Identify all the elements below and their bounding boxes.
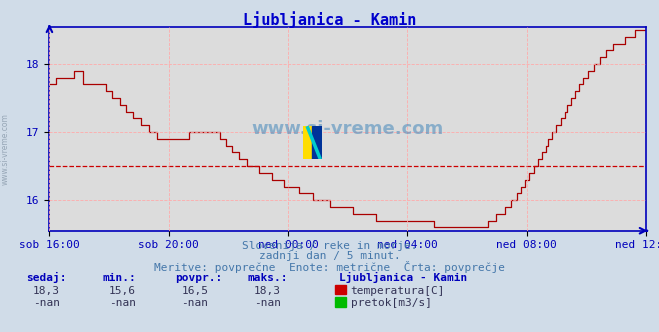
Text: temperatura[C]: temperatura[C] (351, 286, 445, 296)
Text: 18,3: 18,3 (254, 286, 281, 296)
Text: maks.:: maks.: (247, 273, 287, 283)
Text: Meritve: povprečne  Enote: metrične  Črta: povprečje: Meritve: povprečne Enote: metrične Črta:… (154, 261, 505, 273)
Text: www.si-vreme.com: www.si-vreme.com (252, 120, 444, 138)
Text: Ljubljanica - Kamin: Ljubljanica - Kamin (243, 12, 416, 29)
Text: sedaj:: sedaj: (26, 272, 67, 283)
Text: -nan: -nan (109, 298, 136, 308)
Text: 15,6: 15,6 (109, 286, 136, 296)
Text: -nan: -nan (254, 298, 281, 308)
Text: min.:: min.: (102, 273, 136, 283)
Text: -nan: -nan (33, 298, 60, 308)
Polygon shape (312, 126, 322, 159)
Text: Slovenija / reke in morje.: Slovenija / reke in morje. (242, 241, 417, 251)
Text: www.si-vreme.com: www.si-vreme.com (1, 114, 10, 185)
Text: povpr.:: povpr.: (175, 273, 222, 283)
Text: 16,5: 16,5 (181, 286, 208, 296)
Text: zadnji dan / 5 minut.: zadnji dan / 5 minut. (258, 251, 401, 261)
Polygon shape (303, 126, 312, 159)
Text: Ljubljanica - Kamin: Ljubljanica - Kamin (339, 272, 468, 283)
Text: -nan: -nan (181, 298, 208, 308)
Text: pretok[m3/s]: pretok[m3/s] (351, 298, 432, 308)
Text: 18,3: 18,3 (33, 286, 60, 296)
